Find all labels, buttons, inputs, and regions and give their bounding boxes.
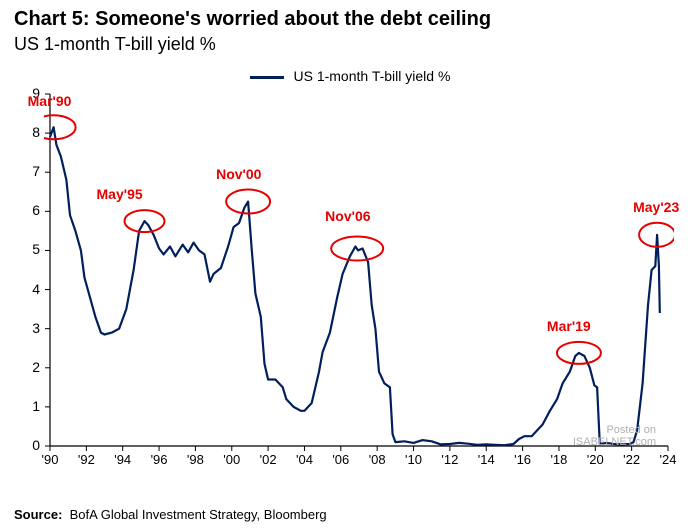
legend-line-swatch xyxy=(250,76,284,79)
chart-svg xyxy=(44,90,674,470)
peak-annotation: Mar'90 xyxy=(28,93,72,109)
x-tick-label: '08 xyxy=(363,452,391,467)
x-tick-label: '96 xyxy=(145,452,173,467)
peak-annotation: Nov'00 xyxy=(216,166,261,182)
x-tick-label: '14 xyxy=(472,452,500,467)
x-tick-label: '24 xyxy=(654,452,682,467)
chart-title: Chart 5: Someone's worried about the deb… xyxy=(14,8,491,31)
legend-label: US 1-month T-bill yield % xyxy=(293,68,450,84)
watermark: Posted on ISABELNET.com xyxy=(573,424,656,448)
x-tick-label: '94 xyxy=(109,452,137,467)
x-tick-label: '22 xyxy=(618,452,646,467)
peak-annotation: May'95 xyxy=(97,186,143,202)
x-tick-label: '12 xyxy=(436,452,464,467)
x-tick-label: '18 xyxy=(545,452,573,467)
x-tick-label: '02 xyxy=(254,452,282,467)
x-tick-label: '90 xyxy=(36,452,64,467)
x-tick-label: '06 xyxy=(327,452,355,467)
y-tick-label: 2 xyxy=(10,359,40,375)
watermark-line1: Posted on xyxy=(573,424,656,436)
y-tick-label: 7 xyxy=(10,163,40,179)
y-tick-label: 6 xyxy=(10,202,40,218)
legend: US 1-month T-bill yield % xyxy=(0,68,700,84)
x-tick-label: '20 xyxy=(581,452,609,467)
source-line: Source: BofA Global Investment Strategy,… xyxy=(14,507,327,522)
peak-annotation: May'23 xyxy=(633,199,679,215)
y-tick-label: 4 xyxy=(10,281,40,297)
source-prefix: Source: xyxy=(14,507,62,522)
y-tick-label: 5 xyxy=(10,241,40,257)
y-tick-label: 3 xyxy=(10,320,40,336)
y-tick-label: 0 xyxy=(10,437,40,453)
peak-annotation: Mar'19 xyxy=(547,318,591,334)
chart-subtitle: US 1-month T-bill yield % xyxy=(14,34,216,55)
x-tick-label: '04 xyxy=(290,452,318,467)
watermark-line2: ISABELNET.com xyxy=(573,436,656,448)
x-tick-label: '00 xyxy=(218,452,246,467)
peak-annotation: Nov'06 xyxy=(325,208,370,224)
y-tick-label: 1 xyxy=(10,398,40,414)
y-tick-label: 8 xyxy=(10,124,40,140)
x-tick-label: '10 xyxy=(400,452,428,467)
chart-container: Chart 5: Someone's worried about the deb… xyxy=(0,0,700,530)
source-text: BofA Global Investment Strategy, Bloombe… xyxy=(70,507,327,522)
x-tick-label: '92 xyxy=(72,452,100,467)
x-tick-label: '98 xyxy=(181,452,209,467)
x-tick-label: '16 xyxy=(509,452,537,467)
plot-area xyxy=(44,90,674,470)
